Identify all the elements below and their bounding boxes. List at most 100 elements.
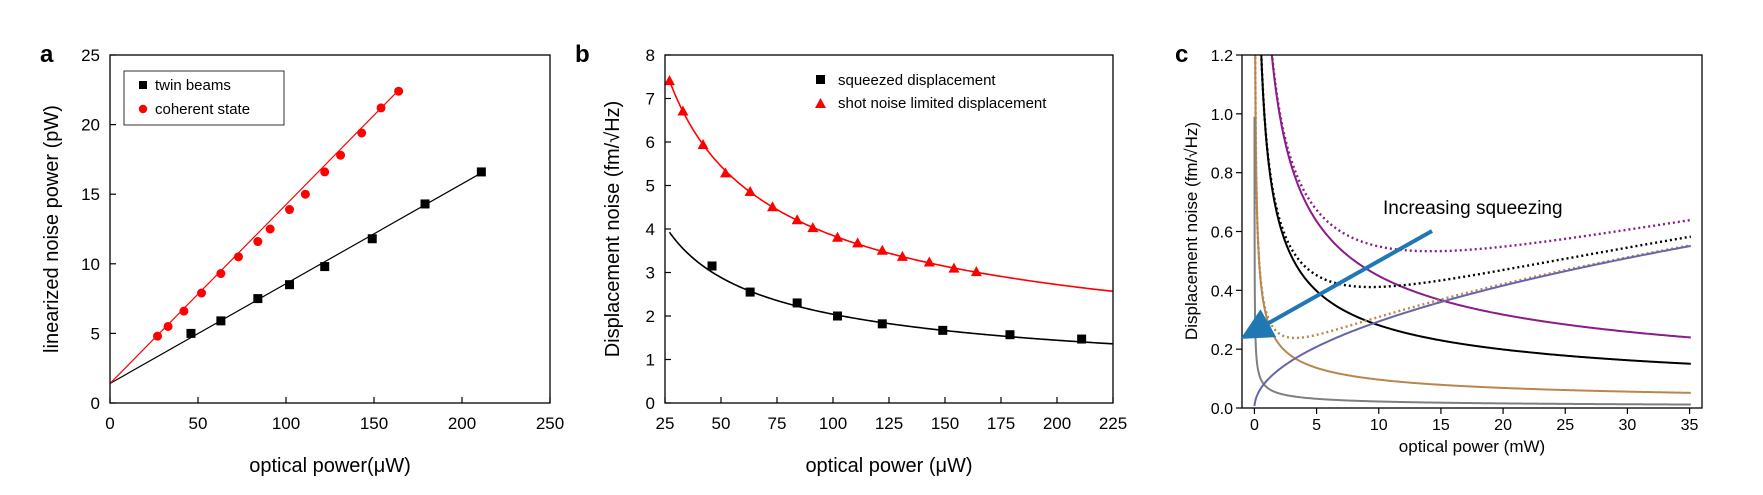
data-point-squeezed-2 [792, 298, 802, 308]
x-tick-label-a-4: 200 [448, 414, 476, 433]
y-tick-label-a-1: 5 [91, 324, 100, 343]
panel-label-a: a [40, 41, 54, 68]
y-tick-label-a-3: 15 [81, 185, 100, 204]
data-point-coherent-state-2 [179, 306, 189, 316]
data-point-coherent-state-7 [265, 224, 275, 234]
x-tick-label-b-7: 200 [1043, 414, 1071, 433]
data-point-shot-noise-12 [923, 256, 935, 267]
data-point-coherent-state-8 [285, 205, 295, 215]
fit-curve-squeezed [668, 231, 1114, 345]
curve-c-4 [1254, 55, 1691, 394]
x-tick-label-a-1: 50 [189, 414, 208, 433]
data-point-squeezed-6 [1005, 330, 1015, 340]
data-point-shot-noise-5 [767, 201, 779, 212]
x-tick-label-c-2: 10 [1370, 417, 1388, 434]
fit-curve-shot-noise [668, 80, 1114, 293]
plot-frame-c [1241, 54, 1703, 409]
plot-frame-a [109, 54, 551, 404]
legend-marker-twin-beams [139, 81, 147, 89]
legend-box-a [123, 70, 285, 126]
data-point-coherent-state-3 [197, 288, 207, 298]
data-point-coherent-state-0 [153, 331, 163, 341]
data-point-twin-beams-3 [285, 280, 295, 290]
data-point-shot-noise-11 [896, 250, 908, 261]
squeezing-arrow [1240, 229, 1433, 339]
x-tick-label-b-3: 100 [819, 414, 847, 433]
x-axis-label-b: optical power (μW) [805, 455, 972, 477]
data-point-coherent-state-11 [336, 150, 346, 160]
curve-c-3 [1260, 55, 1692, 289]
x-tick-label-c-5: 25 [1556, 417, 1574, 434]
data-point-squeezed-3 [832, 311, 842, 321]
y-tick-label-b-3: 3 [646, 264, 655, 283]
y-tick-label-c-3: 0.6 [1211, 225, 1233, 242]
y-tick-label-b-0: 0 [646, 394, 655, 413]
x-tick-label-a-2: 100 [272, 414, 300, 433]
x-axis-label-a: optical power(μW) [249, 455, 411, 477]
x-tick-label-b-2: 75 [768, 414, 787, 433]
y-tick-label-b-8: 8 [646, 46, 655, 65]
panel-c: c 0 5 10 15 20 25 30 35 0.0 0.2 0.4 0.6 0.8 1.0 1.2 op… [1175, 41, 1703, 456]
x-tick-label-b-6: 175 [987, 414, 1015, 433]
data-point-coherent-state-12 [357, 128, 367, 138]
x-axis-label-c: optical power (mW) [1399, 437, 1545, 456]
data-point-coherent-state-5 [233, 252, 243, 262]
x-tick-label-c-3: 15 [1432, 417, 1450, 434]
y-axis-label-a: linearized noise power (pW) [41, 105, 63, 353]
x-tick-label-b-5: 150 [931, 414, 959, 433]
curve-c-7 [1253, 244, 1691, 407]
x-tick-label-c-7: 35 [1681, 417, 1699, 434]
panel-b: b 25 50 75 100 125 150 175 200 225 0 1 2 3 4 5 6 7 8 opti… [575, 41, 1127, 477]
data-point-coherent-state-6 [253, 237, 263, 247]
x-tick-label-b-0: 25 [656, 414, 675, 433]
y-tick-label-b-2: 2 [646, 307, 655, 326]
data-point-twin-beams-7 [476, 167, 486, 177]
data-point-twin-beams-2 [253, 294, 263, 304]
legend-marker-squeezed [816, 75, 825, 84]
x-tick-label-a-3: 150 [360, 414, 388, 433]
y-tick-label-c-1: 0.2 [1211, 342, 1233, 359]
data-point-shot-noise-1 [677, 105, 689, 116]
panel-a: a 0 50 100 150 200 250 0 5 10 15 20 25 optical powe… [40, 41, 564, 477]
x-tick-label-c-0: 0 [1250, 417, 1259, 434]
data-point-shot-noise-6 [791, 214, 803, 225]
legend-a: twin beams coherent state [123, 70, 285, 126]
legend-label-coherent-state: coherent state [155, 101, 250, 118]
panel-label-c: c [1175, 41, 1188, 68]
legend-label-squeezed: squeezed displacement [838, 72, 996, 89]
data-point-shot-noise-9 [852, 237, 864, 248]
data-point-coherent-state-10 [320, 167, 330, 177]
y-axis-label-b: Displacement noise (fm/√Hz) [602, 101, 624, 358]
y-tick-label-a-2: 10 [81, 255, 100, 274]
data-point-twin-beams-4 [320, 262, 330, 272]
annotation-increasing-squeezing: Increasing squeezing [1383, 198, 1563, 219]
data-point-shot-noise-4 [744, 186, 756, 197]
data-point-squeezed-1 [745, 287, 755, 297]
x-tick-label-a-0: 0 [105, 414, 114, 433]
legend-label-twin-beams: twin beams [155, 77, 231, 94]
y-axis-label-c: Displacement noise (fm/√Hz) [1182, 122, 1201, 340]
data-point-shot-noise-14 [970, 266, 982, 277]
legend-b: squeezed displacement shot noise limited… [815, 72, 1047, 112]
data-point-squeezed-7 [1077, 334, 1087, 344]
y-tick-label-c-4: 0.8 [1211, 166, 1233, 183]
data-point-squeezed-0 [707, 261, 717, 271]
curve-c-6 [1253, 116, 1691, 406]
y-tick-label-b-6: 6 [646, 133, 655, 152]
data-point-shot-noise-7 [807, 222, 819, 233]
legend-marker-coherent-state [138, 104, 148, 114]
y-tick-label-b-4: 4 [646, 220, 655, 239]
y-tick-label-b-1: 1 [646, 351, 655, 370]
data-point-twin-beams-0 [186, 328, 196, 338]
curve-c-2 [1260, 55, 1691, 365]
curve-c-0 [1270, 55, 1691, 339]
x-tick-label-c-1: 5 [1312, 417, 1321, 434]
data-point-twin-beams-1 [216, 316, 226, 326]
y-tick-label-c-2: 0.4 [1211, 283, 1233, 300]
data-point-coherent-state-13 [376, 103, 386, 113]
x-tick-label-b-8: 225 [1099, 414, 1127, 433]
data-point-squeezed-4 [877, 319, 887, 329]
data-point-shot-noise-13 [948, 262, 960, 273]
y-tick-label-c-5: 1.0 [1211, 107, 1233, 124]
